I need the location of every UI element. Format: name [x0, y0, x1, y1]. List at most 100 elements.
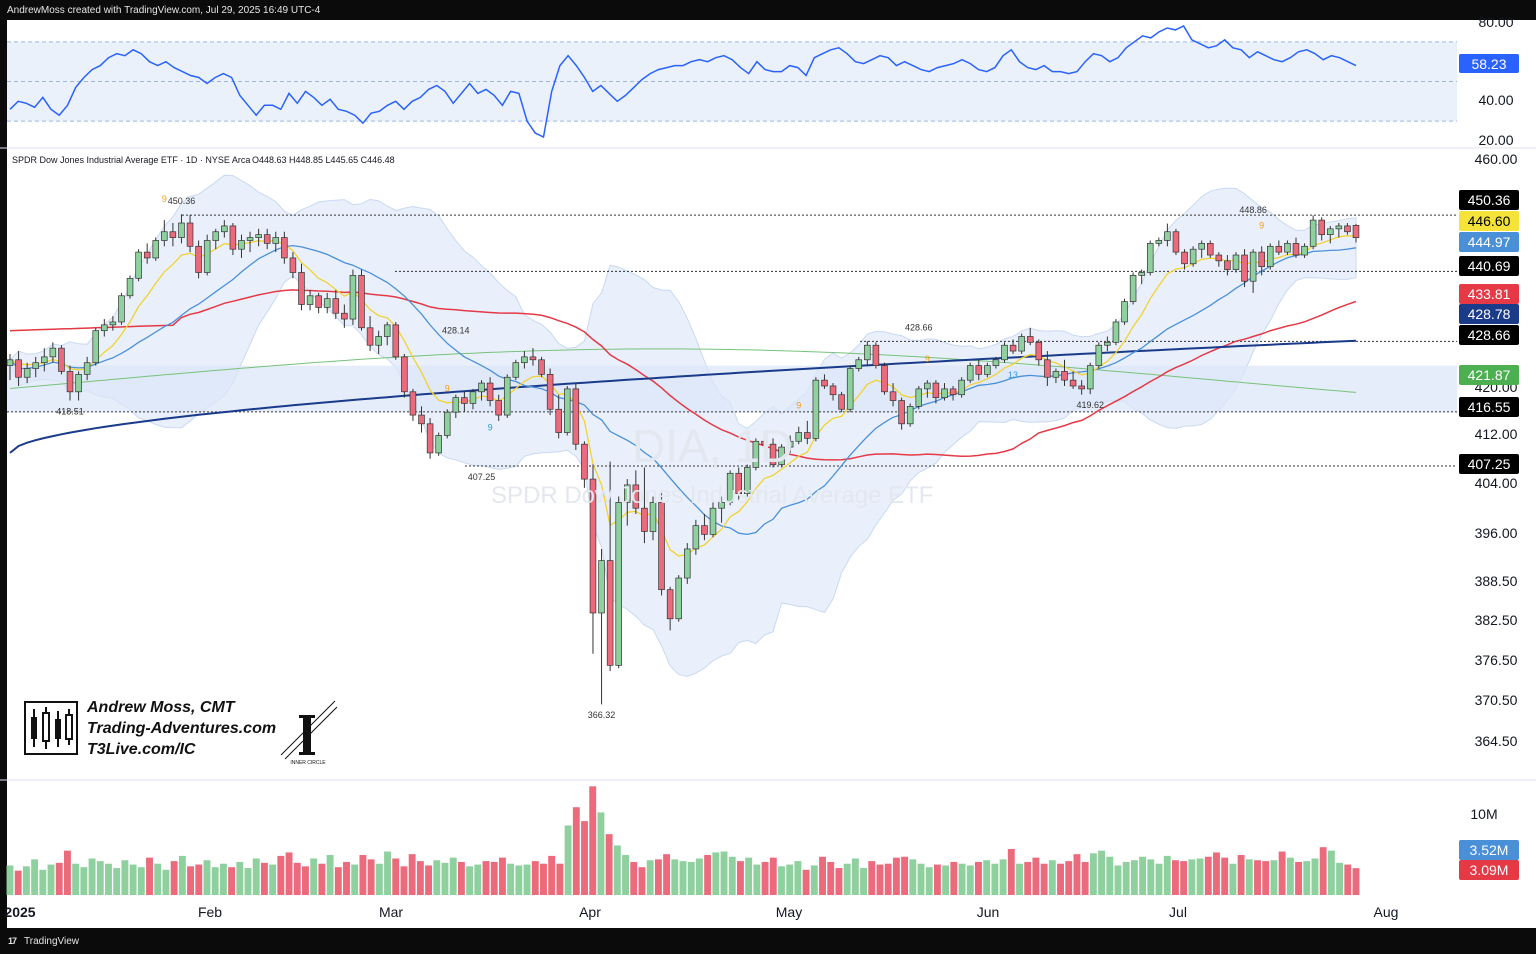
candle	[949, 385, 957, 401]
candle	[658, 490, 665, 596]
candle-body	[1078, 385, 1085, 390]
volume-bar	[326, 855, 334, 895]
volume-bar	[359, 855, 367, 895]
volume-bar	[515, 865, 523, 895]
volume-bar	[999, 859, 1007, 895]
price-tag: 407.25	[1459, 454, 1519, 474]
candle	[375, 330, 382, 354]
candle-body	[641, 507, 648, 532]
price-tick-label: 364.50	[1475, 733, 1518, 749]
candle	[864, 341, 871, 366]
candle	[1275, 240, 1283, 256]
signal-count: 9	[1259, 220, 1264, 230]
candle	[426, 417, 434, 459]
candle	[152, 237, 160, 261]
candle-body	[1001, 344, 1008, 361]
volume-bar	[1254, 860, 1261, 895]
volume-bar	[720, 851, 728, 895]
volume-bar	[884, 863, 892, 895]
candle-body	[383, 324, 391, 337]
volume-bar	[1040, 863, 1048, 895]
candle-body	[778, 446, 785, 465]
volume-bar	[187, 866, 195, 895]
candle	[718, 496, 725, 523]
candle-body	[975, 365, 983, 375]
volume-bar	[983, 860, 991, 895]
price-tick-label: 404.00	[1475, 475, 1518, 491]
price-tick-label: 388.50	[1475, 573, 1518, 589]
candle-body	[855, 359, 863, 369]
candle-body	[615, 502, 622, 666]
volume-tag: 3.09M	[1459, 860, 1519, 880]
candle	[135, 249, 142, 282]
candle-body	[1215, 254, 1223, 262]
price-tag-bg	[1459, 211, 1519, 231]
price-tag-bg	[1459, 284, 1519, 304]
volume-bar	[753, 864, 761, 895]
candle-body	[1172, 231, 1180, 253]
volume-bar	[1204, 856, 1212, 895]
candle	[1198, 240, 1205, 258]
candle-body	[1292, 243, 1300, 256]
price-tag-bg	[1459, 304, 1519, 324]
rsi-line	[9, 25, 1357, 139]
candle-body	[186, 222, 194, 247]
candle	[109, 316, 117, 331]
candle	[769, 438, 777, 468]
candle-body	[804, 432, 811, 439]
candle	[418, 406, 425, 433]
volume-tag-bg	[1459, 860, 1519, 880]
volume-bar	[129, 864, 137, 895]
candle	[186, 214, 194, 253]
rsi-tick-label: 20.00	[1478, 132, 1513, 148]
price-tag-text: 444.97	[1468, 234, 1511, 250]
volume-bar	[351, 864, 359, 895]
x-tick-label: 2025	[4, 904, 35, 920]
candle-body	[881, 365, 888, 393]
x-tick-label: Aug	[1374, 904, 1399, 920]
candle	[306, 289, 314, 311]
candle-body	[666, 589, 674, 620]
candle-body	[941, 388, 948, 398]
volume-bar	[490, 861, 498, 895]
candle-body	[1301, 245, 1308, 256]
candle	[529, 348, 537, 366]
volume-bar	[293, 862, 301, 895]
candle	[195, 240, 202, 279]
candle	[1327, 225, 1334, 244]
volume-bar	[1081, 861, 1089, 895]
candle	[1009, 339, 1017, 354]
candle	[744, 464, 751, 497]
volume-bar	[819, 856, 826, 895]
candle	[1061, 359, 1068, 386]
candle-body	[1232, 254, 1240, 270]
candle	[298, 263, 305, 311]
x-tick-label: May	[776, 904, 802, 920]
sma100-line	[9, 348, 1357, 393]
volume-bar	[72, 863, 80, 895]
candle-body	[581, 443, 588, 480]
volume-bar	[22, 866, 30, 895]
candle-body	[1206, 243, 1214, 256]
candle-body	[838, 394, 845, 410]
volume-bar	[950, 861, 958, 895]
candle	[1155, 237, 1163, 247]
price-tag-bg	[1459, 325, 1519, 345]
candle-body	[1009, 344, 1017, 352]
volume-bar	[88, 858, 96, 895]
volume-bar	[252, 858, 260, 895]
volume-bar	[1024, 861, 1032, 895]
candle	[332, 289, 340, 320]
candle-body	[332, 298, 340, 314]
volume-bar	[1245, 859, 1253, 895]
candle-body	[246, 237, 254, 241]
candle	[1284, 240, 1291, 256]
candle	[203, 234, 211, 276]
candle-body	[1129, 275, 1137, 302]
volume-bar	[548, 855, 556, 895]
candle	[469, 388, 477, 410]
candle-body	[443, 411, 451, 436]
symbol-line: SPDR Dow Jones Industrial Average ETF · …	[12, 155, 250, 165]
candle	[1001, 342, 1008, 363]
